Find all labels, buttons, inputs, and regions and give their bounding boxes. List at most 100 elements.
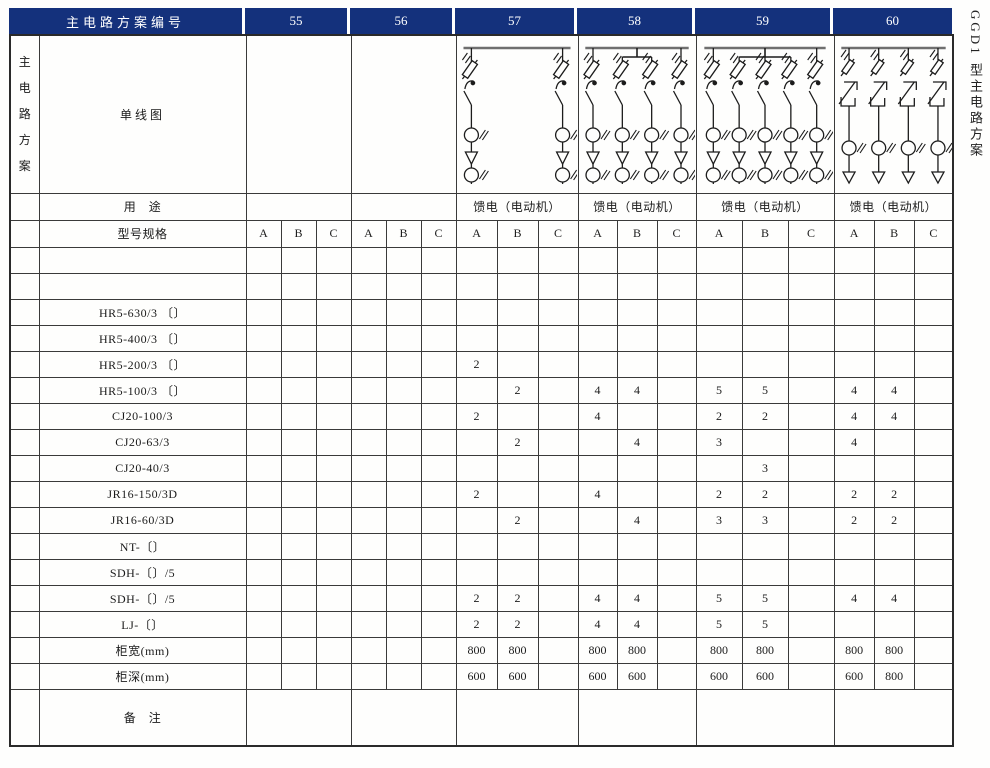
- value-cell-56B: [385, 272, 422, 300]
- value-cell-56B: [385, 402, 422, 430]
- vertical-label-char: 电: [18, 81, 31, 96]
- value-cell-59B: 2: [741, 402, 789, 430]
- value-cell-57C: [537, 298, 579, 326]
- value-cell-59A: [695, 324, 743, 352]
- value-cell-59A: [695, 532, 743, 560]
- value-cell-58A: 4: [577, 584, 618, 612]
- value-cell-57C: [537, 636, 579, 664]
- value-cell-58B: [616, 272, 658, 300]
- value-cell-58A: [577, 324, 618, 352]
- value-cell-56B: [385, 532, 422, 560]
- value-cell-59C: [787, 272, 835, 300]
- usage-cell-59: 馈电（电动机）: [695, 192, 835, 221]
- value-cell-56C: [420, 610, 457, 638]
- value-cell-55C: [315, 532, 352, 560]
- value-cell-58C: [656, 272, 697, 300]
- value-cell-60B: 4: [873, 402, 915, 430]
- value-cell-58B: 4: [616, 610, 658, 638]
- value-cell-57A: 2: [455, 610, 498, 638]
- value-cell-56C: [420, 246, 457, 274]
- value-cell-56C: [420, 272, 457, 300]
- value-cell-55B: [280, 376, 317, 404]
- left-col-cell: [9, 610, 40, 638]
- value-cell-55A: [245, 324, 282, 352]
- value-cell-55B: [280, 298, 317, 326]
- value-cell-59A: 3: [695, 506, 743, 534]
- value-cell-59C: [787, 298, 835, 326]
- value-cell-57B: 2: [496, 376, 539, 404]
- value-cell-60B: 2: [873, 480, 915, 508]
- value-cell-57B: 2: [496, 610, 539, 638]
- value-cell-59A: 5: [695, 610, 743, 638]
- value-cell-60B: 800: [873, 662, 915, 690]
- remarks-row: 备 注: [9, 688, 954, 747]
- value-cell-55B: [280, 532, 317, 560]
- single-line-diagram-cell-55: [245, 34, 352, 194]
- value-cell-59B: [741, 246, 789, 274]
- header-label: 主电路方案编号: [9, 8, 245, 34]
- value-cell-57A: [455, 246, 498, 274]
- value-cell-60A: [833, 350, 875, 378]
- value-cell-55B: [280, 584, 317, 612]
- value-cell-56A: [350, 428, 387, 456]
- remarks-cell-59: [695, 688, 835, 747]
- spec-subcol-56-B: B: [385, 219, 422, 248]
- value-cell-57C: [537, 610, 579, 638]
- vertical-label-char: 主: [18, 55, 31, 70]
- value-cell-59A: [695, 298, 743, 326]
- value-cell-55A: [245, 532, 282, 560]
- usage-label: 用 途: [38, 192, 247, 221]
- value-cell-57C: [537, 350, 579, 378]
- left-col-cell: [9, 324, 40, 352]
- value-cell-57C: [537, 272, 579, 300]
- left-col-cell: [9, 219, 40, 248]
- value-cell-56B: [385, 584, 422, 612]
- value-cell-57C: [537, 584, 579, 612]
- value-cell-58B: 4: [616, 584, 658, 612]
- value-cell-56A: [350, 246, 387, 274]
- value-cell-56C: [420, 532, 457, 560]
- spec-subcol-59-C: C: [787, 219, 835, 248]
- spec-subcol-55-A: A: [245, 219, 282, 248]
- left-col-cell: [9, 350, 40, 378]
- vertical-label-char: 案: [18, 159, 31, 174]
- value-cell-55B: [280, 662, 317, 690]
- left-col-cell: [9, 558, 40, 586]
- value-cell-55C: [315, 584, 352, 612]
- value-cell-56A: [350, 298, 387, 326]
- value-cell-60A: 4: [833, 584, 875, 612]
- value-cell-60B: [873, 246, 915, 274]
- value-cell-60A: 2: [833, 506, 875, 534]
- value-cell-58C: [656, 584, 697, 612]
- value-cell-59B: 3: [741, 454, 789, 482]
- value-cell-55A: [245, 662, 282, 690]
- value-cell-57C: [537, 532, 579, 560]
- remarks-cell-58: [577, 688, 697, 747]
- value-cell-60A: 4: [833, 376, 875, 404]
- value-cell-58C: [656, 636, 697, 664]
- usage-cell-60: 馈电（电动机）: [833, 192, 954, 221]
- value-cell-58B: 600: [616, 662, 658, 690]
- value-cell-59B: 2: [741, 480, 789, 508]
- row-name-cell: HR5-100/3 〔〕: [38, 376, 247, 404]
- value-cell-56A: [350, 662, 387, 690]
- left-col-cell: [9, 636, 40, 664]
- value-cell-55B: [280, 272, 317, 300]
- left-col-cell: [9, 532, 40, 560]
- value-cell-57B: 2: [496, 506, 539, 534]
- value-cell-60A: [833, 454, 875, 482]
- left-col-cell: [9, 376, 40, 404]
- value-cell-60C: [913, 636, 954, 664]
- row-name-cell: HR5-630/3 〔〕: [38, 298, 247, 326]
- value-cell-59B: 5: [741, 610, 789, 638]
- value-cell-55B: [280, 246, 317, 274]
- value-cell-58C: [656, 246, 697, 274]
- value-cell-59A: [695, 558, 743, 586]
- value-cell-58C: [656, 402, 697, 430]
- header-scheme-55: 55: [245, 8, 350, 34]
- value-cell-58B: 800: [616, 636, 658, 664]
- value-cell-56C: [420, 402, 457, 430]
- value-cell-57A: 800: [455, 636, 498, 664]
- value-cell-58B: [616, 324, 658, 352]
- spec-subcol-60-B: B: [873, 219, 915, 248]
